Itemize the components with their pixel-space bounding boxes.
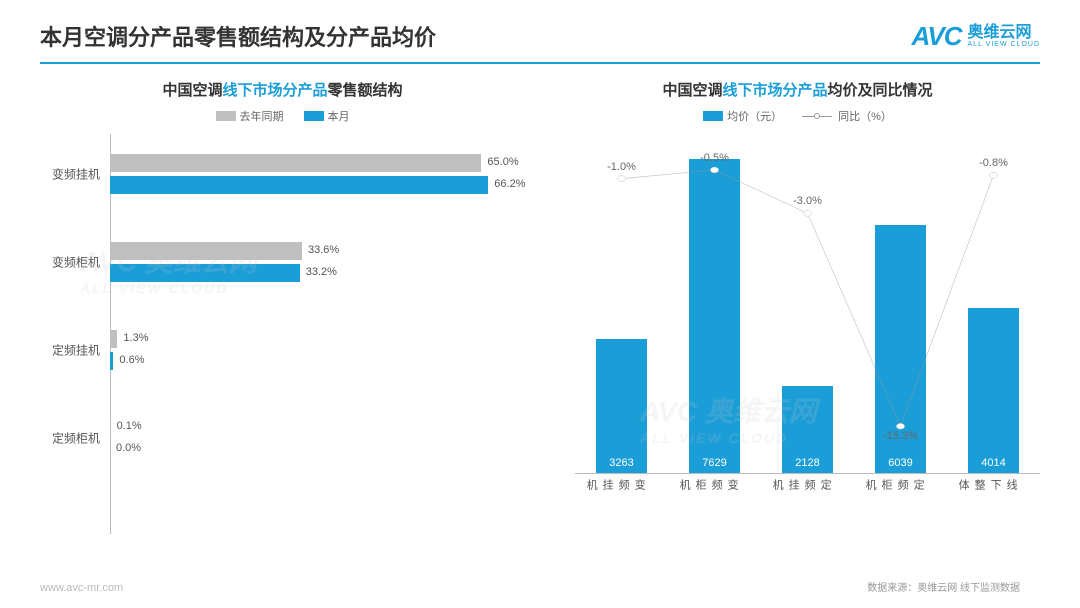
hbar-category-label: 定频柜机 (40, 430, 100, 447)
right-legend: 均价（元） 同比（%） (555, 108, 1040, 124)
hbar-value: 0.0% (116, 442, 141, 454)
logo-en: ALL VIEW CLOUD (968, 41, 1040, 48)
hbar-category-label: 变频挂机 (40, 166, 100, 183)
right-chart-title: 中国空调线下市场分产品均价及同比情况 (555, 79, 1040, 100)
hbar-prev (110, 154, 481, 172)
hbar-prev (110, 330, 117, 348)
line-value: -0.8% (979, 157, 1008, 169)
swatch-curr (304, 111, 324, 121)
column-category: 线下整体 (968, 473, 1019, 490)
hbar-value: 33.2% (306, 266, 337, 278)
line-value: -3.0% (793, 195, 822, 207)
swatch-bar (703, 111, 723, 121)
column-category: 变频挂机 (596, 473, 647, 490)
brand-logo: AVC 奥维云网 ALL VIEW CLOUD (912, 21, 1040, 52)
left-legend: 去年同期 本月 (40, 108, 525, 124)
line-value: -1.0% (607, 161, 636, 173)
trend-line (575, 144, 1040, 473)
left-chart-title: 中国空调线下市场分产品零售额结构 (40, 79, 525, 100)
swatch-line (802, 111, 832, 121)
footer-url: www.avc-mr.com (40, 582, 123, 594)
hbar-category-label: 定频挂机 (40, 342, 100, 359)
hbar-category-label: 变频柜机 (40, 254, 100, 271)
hbar-curr (110, 264, 300, 282)
hbar-curr (110, 176, 488, 194)
hbar-value: 0.1% (117, 420, 142, 432)
left-chart: 中国空调线下市场分产品零售额结构 去年同期 本月 变频挂机 65.0% 66.2% 变… (40, 79, 525, 534)
line-value: -0.5% (700, 152, 729, 164)
hbar-value: 0.6% (119, 354, 144, 366)
hbar-curr (110, 352, 113, 370)
hbar-prev (110, 418, 111, 436)
logo-cn: 奥维云网 (968, 25, 1040, 41)
hbar-value: 33.6% (308, 244, 339, 256)
line-value: -15.3% (883, 430, 918, 442)
hbar-value: 1.3% (123, 332, 148, 344)
right-chart: 中国空调线下市场分产品均价及同比情况 均价（元） 同比（%） 3263变频挂机7… (555, 79, 1040, 534)
column-category: 变频柜机 (689, 473, 740, 490)
swatch-prev (216, 111, 236, 121)
column-category: 定频挂机 (782, 473, 833, 490)
hbar-value: 65.0% (487, 156, 518, 168)
column-category: 定频柜机 (875, 473, 926, 490)
footer-source: 数据来源：奥维云网 线下监测数据 (867, 579, 1020, 594)
hbar-prev (110, 242, 302, 260)
page-title: 本月空调分产品零售额结构及分产品均价 (40, 20, 436, 52)
logo-avc-text: AVC (912, 21, 962, 52)
hbar-value: 66.2% (494, 178, 525, 190)
